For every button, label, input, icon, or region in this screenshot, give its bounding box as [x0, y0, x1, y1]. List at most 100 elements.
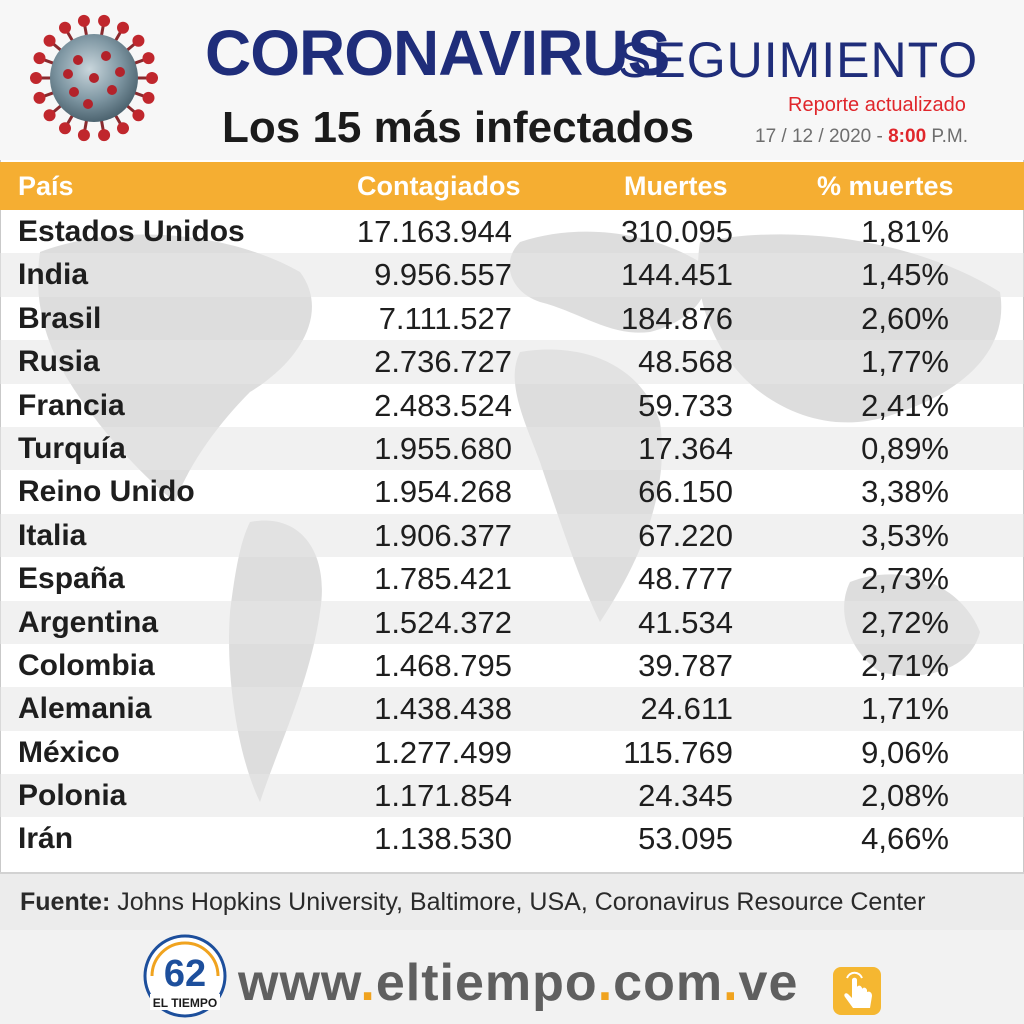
- subtitle: Los 15 más infectados: [222, 103, 694, 152]
- logo-number: 62: [164, 953, 206, 995]
- table-row: Estados Unidos 17.163.944 310.095 1,81%: [0, 210, 1024, 253]
- source-label: Fuente:: [20, 888, 111, 916]
- cell-cases: 1.954.268: [374, 474, 512, 510]
- cell-country: Rusia: [18, 345, 100, 379]
- table-row: Irán 1.138.530 53.095 4,66%: [0, 817, 1024, 860]
- cell-country: Turquía: [18, 431, 126, 465]
- table-row: Reino Unido 1.954.268 66.150 3,38%: [0, 470, 1024, 513]
- cell-death-pct: 2,73%: [861, 561, 949, 597]
- cell-death-pct: 9,06%: [861, 734, 949, 770]
- cell-deaths: 184.876: [620, 300, 733, 336]
- cell-country: Estados Unidos: [18, 215, 245, 248]
- cell-country: Francia: [18, 388, 125, 422]
- cell-country: Reino Unido: [18, 475, 195, 509]
- cell-country: Brasil: [18, 301, 102, 335]
- column-header-deaths: Muertes: [624, 171, 728, 201]
- table-row: Argentina 1.524.372 41.534 2,72%: [0, 600, 1024, 644]
- column-header-death-pct: % muertes: [817, 171, 954, 201]
- coronavirus-icon: [30, 14, 158, 142]
- cell-country: Polonia: [18, 779, 127, 813]
- cell-deaths: 59.733: [638, 387, 733, 423]
- cell-cases: 1.468.795: [374, 647, 512, 683]
- cell-country: Alemania: [18, 692, 152, 726]
- cell-death-pct: 2,60%: [861, 300, 949, 336]
- site-com: com: [613, 954, 724, 1012]
- cell-country: España: [18, 562, 125, 596]
- cell-cases: 1.524.372: [374, 604, 512, 640]
- cell-deaths: 67.220: [638, 517, 733, 553]
- column-header-country: País: [18, 171, 74, 201]
- cell-deaths: 24.611: [640, 691, 733, 727]
- title-main-text: CORONAVIRUS: [205, 17, 670, 89]
- table-row: Brasil 7.111.527 184.876 2,60%: [0, 297, 1024, 340]
- cell-country: Colombia: [18, 648, 155, 682]
- table-row: México 1.277.499 115.769 9,06%: [0, 731, 1024, 774]
- cell-deaths: 144.451: [620, 257, 733, 293]
- cell-deaths: 39.787: [638, 647, 733, 683]
- cell-cases: 1.955.680: [374, 430, 512, 466]
- table-row: Francia 2.483.524 59.733 2,41%: [0, 384, 1024, 427]
- cell-deaths: 48.777: [638, 561, 733, 597]
- cell-death-pct: 3,38%: [861, 474, 949, 510]
- cell-death-pct: 2,71%: [861, 647, 949, 683]
- report-datetime: 17 / 12 / 2020 - 8:00 P.M.: [755, 124, 968, 150]
- cell-cases: 1.785.421: [374, 561, 512, 597]
- el-tiempo-logo: 62 EL TIEMPO: [143, 934, 227, 1018]
- cell-death-pct: 1,77%: [861, 344, 949, 380]
- cell-cases: 1.438.438: [374, 691, 512, 727]
- cell-deaths: 66.150: [638, 474, 733, 510]
- cell-deaths: 48.568: [638, 344, 733, 380]
- table-body: Estados Unidos 17.163.944 310.095 1,81% Indi…: [0, 210, 1024, 861]
- cell-deaths: 115.769: [623, 734, 733, 770]
- cell-deaths: 53.095: [638, 821, 733, 857]
- site-tld: ve: [738, 954, 799, 1012]
- title-secondary: SEGUIMIENTO: [618, 32, 979, 88]
- cell-country: India: [18, 258, 89, 292]
- column-header-cases: Contagiados: [357, 171, 521, 201]
- table-row: Alemania 1.438.438 24.611 1,71%: [0, 687, 1024, 731]
- site-dot-3: .: [723, 954, 739, 1012]
- cell-death-pct: 1,71%: [861, 691, 949, 727]
- site-dot-1: .: [360, 954, 376, 1012]
- cell-cases: 7.111.527: [378, 300, 512, 336]
- cell-cases: 17.163.944: [356, 214, 512, 249]
- report-time: 8:00: [888, 126, 927, 147]
- logo-text: EL TIEMPO: [153, 996, 217, 1010]
- cell-country: México: [18, 735, 120, 769]
- cell-country: Italia: [18, 518, 87, 552]
- cell-death-pct: 1,81%: [861, 214, 949, 249]
- cell-death-pct: 2,08%: [861, 778, 949, 814]
- cell-cases: 1.138.530: [374, 821, 512, 857]
- source-bar: Fuente: Johns Hopkins University, Baltim…: [0, 872, 1024, 932]
- site-domain: eltiempo: [375, 954, 598, 1012]
- cell-death-pct: 3,53%: [861, 517, 949, 553]
- cell-deaths: 41.534: [638, 604, 733, 640]
- table-row: Turquía 1.955.680 17.364 0,89%: [0, 426, 1024, 471]
- cell-country: Irán: [18, 822, 74, 856]
- cell-deaths: 24.345: [638, 778, 733, 814]
- source-value: Johns Hopkins University, Baltimore, USA…: [117, 888, 926, 916]
- site-dot-2: .: [597, 954, 614, 1012]
- cell-death-pct: 2,72%: [861, 604, 949, 640]
- site-www: www: [238, 954, 361, 1012]
- cell-cases: 9.956.557: [374, 257, 512, 293]
- table-row: España 1.785.421 48.777 2,73%: [0, 557, 1024, 600]
- cell-death-pct: 2,41%: [861, 387, 949, 423]
- cell-deaths: 310.095: [620, 214, 733, 249]
- table-row: Polonia 1.171.854 24.345 2,08%: [0, 774, 1024, 818]
- cell-cases: 1.171.854: [374, 778, 512, 814]
- cell-deaths: 17.364: [638, 430, 733, 466]
- website-link[interactable]: www.eltiempo.com.ve: [238, 952, 798, 1014]
- report-ampm: P.M.: [931, 126, 969, 147]
- table-row: Rusia 2.736.727 48.568 1,77%: [0, 340, 1024, 384]
- data-table: País Contagiados Muertes % muertes Estad…: [0, 162, 1024, 867]
- table-row: Italia 1.906.377 67.220 3,53%: [0, 513, 1024, 558]
- cell-cases: 2.736.727: [374, 344, 512, 380]
- cell-death-pct: 1,45%: [861, 257, 949, 293]
- report-label: Reporte actualizado: [788, 94, 966, 116]
- table-row: India 9.956.557 144.451 1,45%: [0, 253, 1024, 297]
- cell-cases: 2.483.524: [374, 387, 512, 423]
- table-row: Colombia 1.468.795 39.787 2,71%: [0, 644, 1024, 687]
- cell-cases: 1.906.377: [374, 517, 512, 553]
- cell-death-pct: 0,89%: [861, 430, 949, 466]
